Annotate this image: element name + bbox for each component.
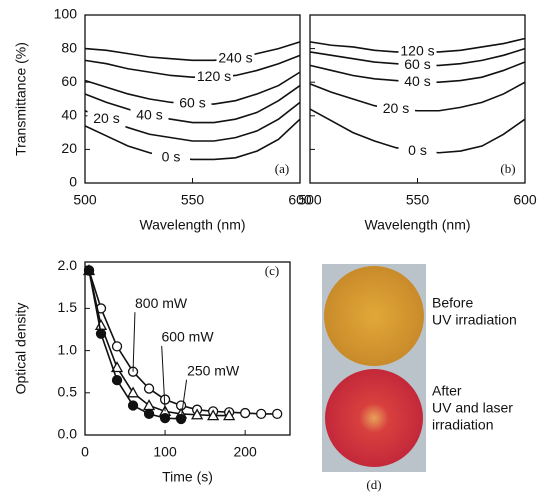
label-background — [216, 50, 255, 67]
y-tick-label: 0 — [69, 174, 77, 190]
x-tick-label: 600 — [513, 192, 537, 208]
x-tick-label: 0 — [81, 444, 89, 460]
label-background — [130, 107, 169, 124]
x-tick-label: 500 — [73, 192, 97, 208]
y-tick-label: 80 — [61, 39, 77, 55]
x-axis-label: Wavelength (nm) — [364, 217, 470, 233]
photo-caption: UV and laser — [432, 400, 513, 416]
curve-label: 20 s — [93, 110, 119, 126]
label-background — [133, 296, 190, 313]
y-tick-label: 20 — [61, 140, 77, 156]
curve-label: 60 s — [404, 56, 430, 72]
marker — [83, 265, 95, 276]
y-tick-label: 60 — [61, 73, 77, 89]
data-line — [84, 118, 301, 161]
photo-caption: After — [432, 383, 462, 399]
leader-line — [180, 375, 188, 420]
marker — [110, 361, 124, 373]
x-tick-label: 550 — [181, 192, 205, 208]
x-tick-label: 200 — [233, 444, 257, 460]
x-tick-label: 100 — [153, 444, 177, 460]
photo-caption: Before — [432, 295, 473, 311]
curve-label: 40 s — [404, 73, 430, 89]
marker — [272, 408, 283, 420]
marker — [94, 318, 108, 330]
data-line — [84, 41, 301, 62]
data-line — [84, 84, 301, 124]
label-background — [185, 363, 242, 380]
marker — [95, 328, 107, 339]
y-axis-label: Optical density — [13, 303, 29, 395]
y-tick-label: 0.5 — [58, 384, 78, 400]
marker — [143, 383, 155, 394]
curve-label: 40 s — [136, 107, 162, 123]
marker — [159, 412, 171, 424]
marker — [256, 408, 267, 420]
photo-before — [324, 266, 424, 366]
curve-label: 240 s — [218, 49, 252, 65]
y-tick-label: 1.0 — [58, 341, 78, 357]
marker — [111, 341, 123, 352]
x-axis-label: Wavelength (nm) — [139, 217, 245, 233]
marker — [207, 409, 220, 421]
y-axis-label: Transmittance (%) — [13, 42, 29, 156]
label-background — [87, 111, 126, 128]
photo-caption: UV irradiation — [432, 312, 517, 328]
data-line — [84, 54, 301, 78]
marker — [240, 407, 251, 419]
curve-label: 0 s — [162, 149, 181, 165]
panel-label: (c) — [265, 263, 279, 278]
y-tick-label: 1.5 — [58, 299, 78, 315]
y-tick-label: 0.0 — [58, 426, 78, 442]
x-tick-label: 550 — [406, 192, 430, 208]
label-background — [398, 43, 437, 60]
series-label: 250 mW — [187, 362, 240, 378]
x-tick-label: 600 — [288, 192, 312, 208]
label-background — [398, 74, 437, 91]
marker — [223, 409, 236, 421]
marker — [126, 386, 140, 398]
panel-label: (d) — [366, 477, 381, 492]
y-tick-label: 100 — [54, 6, 78, 22]
curve-label: 0 s — [408, 142, 427, 158]
x-axis-label: Time (s) — [162, 469, 213, 485]
panel-label: (b) — [500, 161, 515, 176]
label-background — [159, 329, 216, 346]
leader-line — [132, 308, 136, 372]
photo-caption: irradiation — [432, 417, 493, 433]
plot-frame — [84, 261, 291, 436]
y-tick-label: 2.0 — [58, 257, 78, 273]
label-background — [195, 69, 233, 86]
curve-label: 120 s — [197, 68, 231, 84]
curve-label: 120 s — [400, 43, 434, 59]
label-background — [398, 143, 437, 160]
label-background — [152, 149, 190, 166]
x-tick-label: 500 — [298, 192, 322, 208]
data-line — [88, 270, 230, 417]
label-background — [398, 57, 437, 74]
label-background — [173, 96, 212, 113]
marker — [127, 400, 139, 411]
curve-label: 60 s — [179, 95, 205, 111]
label-background — [377, 101, 415, 118]
series-label: 600 mW — [161, 329, 214, 345]
leader-line — [161, 341, 166, 412]
marker — [191, 408, 204, 420]
series-label: 800 mW — [135, 295, 188, 311]
y-tick-label: 40 — [61, 107, 77, 123]
curve-label: 20 s — [383, 100, 409, 116]
photo-after — [325, 369, 423, 467]
marker — [111, 374, 123, 386]
panel-label: (a) — [275, 161, 289, 176]
data-line — [309, 81, 526, 112]
marker — [143, 408, 155, 420]
